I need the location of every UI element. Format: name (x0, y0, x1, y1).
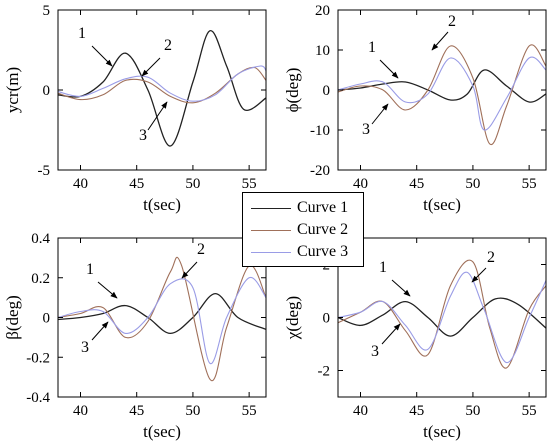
legend-swatch (251, 230, 291, 231)
x-tick-label: 40 (353, 176, 368, 192)
x-tick-label: 45 (409, 403, 424, 419)
plot-frame (337, 9, 547, 171)
x-tick-label: 55 (522, 176, 537, 192)
y-tick-label: -2 (318, 364, 331, 380)
annotation-arrow (371, 103, 389, 125)
annotation-label-2: 2 (487, 249, 495, 266)
y-tick-label: -0.2 (26, 350, 50, 366)
annotation-arrow (181, 261, 198, 279)
annotation-label-2: 2 (164, 37, 172, 54)
annotation-label-1: 1 (368, 39, 376, 56)
series-line-curve-3 (337, 271, 547, 364)
x-tick-label: 55 (242, 176, 257, 192)
y-tick-label: 0 (43, 83, 51, 99)
y-axis-label: β(deg) (3, 295, 22, 340)
x-tick-label: 40 (73, 176, 88, 192)
annotation-arrow (381, 323, 401, 345)
annotation-arrow (431, 31, 449, 51)
annotation-arrow (379, 59, 399, 79)
annotation-label-1: 1 (78, 25, 86, 42)
annotation-label-2: 2 (448, 13, 456, 30)
y-tick-label: 0 (323, 83, 331, 99)
y-tick-label: -5 (38, 163, 51, 179)
x-tick-label: 50 (185, 176, 200, 192)
legend-label: Curve 1 (297, 199, 349, 216)
x-axis-label: t(sec) (423, 195, 461, 214)
y-tick-label: 10 (315, 43, 330, 59)
annotation-arrow (97, 281, 118, 299)
x-tick-label: 45 (409, 176, 424, 192)
x-tick-label: 45 (129, 176, 144, 192)
y-tick-label: -20 (310, 163, 330, 179)
annotation-arrow (91, 45, 113, 67)
legend-item-curve-2: Curve 2 (243, 219, 363, 241)
annotation-label-1: 1 (86, 261, 94, 278)
legend: Curve 1 Curve 2 Curve 3 (242, 192, 364, 267)
legend-label: Curve 3 (297, 243, 349, 260)
y-tick-label: 0.4 (31, 231, 50, 247)
annotation-label-3: 3 (371, 343, 379, 360)
y-tick-label: 5 (43, 3, 51, 19)
annotation-arrow (147, 101, 168, 131)
legend-swatch (251, 252, 291, 253)
annotation-arrow (141, 57, 161, 77)
y-axis-label: ycr(m) (3, 67, 22, 113)
series-line-curve-1 (57, 30, 267, 147)
annotation-arrow (471, 267, 487, 283)
x-tick-label: 50 (465, 176, 480, 192)
series-line-curve-1 (337, 297, 547, 337)
x-axis-label: t(sec) (143, 422, 181, 441)
x-tick-label: 40 (353, 403, 368, 419)
annotation-arrow (91, 321, 109, 341)
x-tick-label: 55 (242, 403, 257, 419)
series-line-curve-2 (57, 66, 267, 104)
x-tick-label: 50 (465, 403, 480, 419)
x-tick-label: 55 (522, 403, 537, 419)
y-axis-label: χ(deg) (283, 296, 302, 340)
legend-item-curve-1: Curve 1 (243, 197, 363, 219)
x-tick-label: 50 (185, 403, 200, 419)
series-line-curve-3 (57, 276, 267, 364)
series-line-curve-1 (57, 292, 267, 335)
legend-item-curve-3: Curve 3 (243, 241, 363, 263)
legend-swatch (251, 208, 291, 209)
series-line-curve-2 (337, 259, 547, 369)
x-tick-label: 40 (73, 403, 88, 419)
y-axis-label: ϕ(deg) (283, 68, 302, 113)
series-line-curve-1 (337, 69, 547, 103)
annotation-label-3: 3 (139, 127, 147, 144)
annotation-label-3: 3 (362, 121, 370, 138)
annotation-label-1: 1 (379, 259, 387, 276)
annotation-arrow (391, 279, 411, 297)
series-line-curve-3 (57, 65, 267, 102)
y-tick-label: -10 (310, 123, 330, 139)
annotation-label-2: 2 (197, 241, 205, 258)
annotation-label-3: 3 (81, 339, 89, 356)
y-tick-label: 0 (323, 311, 331, 327)
y-tick-label: -0.4 (26, 390, 50, 406)
series-line-curve-2 (57, 256, 267, 382)
x-axis-label: t(sec) (143, 195, 181, 214)
y-tick-label: 20 (315, 3, 330, 19)
series-line-curve-3 (337, 56, 547, 131)
y-tick-label: 0.2 (31, 271, 50, 287)
y-tick-label: 0 (43, 311, 51, 327)
legend-label: Curve 2 (297, 221, 349, 238)
x-axis-label: t(sec) (423, 422, 461, 441)
x-tick-label: 45 (129, 403, 144, 419)
